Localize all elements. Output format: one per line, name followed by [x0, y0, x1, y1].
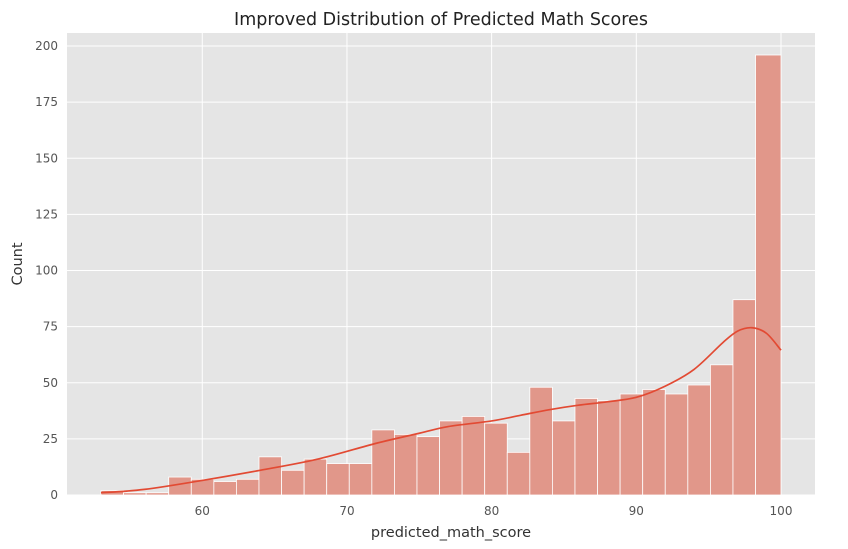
histogram-bars [100, 54, 782, 496]
histogram-bar [597, 400, 621, 496]
histogram-bar [574, 398, 598, 496]
histogram-bar [687, 384, 711, 496]
histogram-bar [281, 469, 305, 496]
y-tick-label: 0 [50, 488, 58, 502]
histogram-bar [394, 433, 418, 496]
histogram-bar [664, 393, 689, 496]
y-tick-label: 75 [43, 320, 58, 334]
histogram-bar [258, 456, 282, 496]
x-tick-label: 60 [195, 504, 210, 518]
histogram-bar [529, 386, 553, 496]
histogram-bar [709, 364, 734, 496]
x-tick-label: 90 [629, 504, 644, 518]
y-tick-label: 175 [35, 95, 58, 109]
histogram-bar [145, 492, 170, 496]
y-tick-label: 150 [35, 151, 58, 165]
y-tick-label: 125 [35, 207, 58, 221]
x-tick-label: 70 [339, 504, 354, 518]
histogram-bar [484, 422, 508, 496]
histogram-bar [348, 463, 373, 496]
y-tick-label: 25 [43, 432, 58, 446]
histogram-bar [416, 436, 440, 496]
histogram-bar [303, 458, 328, 496]
histogram-bar [619, 393, 644, 496]
histogram-bar [552, 420, 576, 496]
y-axis-label: Count [10, 242, 26, 285]
x-tick-label: 100 [770, 504, 793, 518]
histogram-bar [506, 451, 531, 496]
x-tick-labels: 60 70 80 90 100 [195, 504, 793, 518]
y-tick-label: 50 [43, 376, 58, 390]
y-tick-labels: 0 25 50 75 100 125 150 175 200 [35, 39, 58, 502]
chart-title: Improved Distribution of Predicted Math … [234, 10, 648, 30]
histogram-bar [439, 420, 463, 496]
kde-curve [100, 326, 782, 494]
x-axis-label: predicted_math_score [371, 525, 531, 541]
histogram-bar [642, 389, 666, 496]
histogram-bar [123, 492, 147, 496]
histogram-bar [755, 54, 782, 496]
histogram-bar [236, 478, 260, 496]
y-tick-label: 100 [35, 264, 58, 278]
histogram-bar [461, 416, 486, 496]
y-tick-label: 200 [35, 39, 58, 53]
histogram-bar [326, 463, 350, 496]
x-tick-label: 80 [484, 504, 499, 518]
histogram-bar [213, 481, 237, 496]
